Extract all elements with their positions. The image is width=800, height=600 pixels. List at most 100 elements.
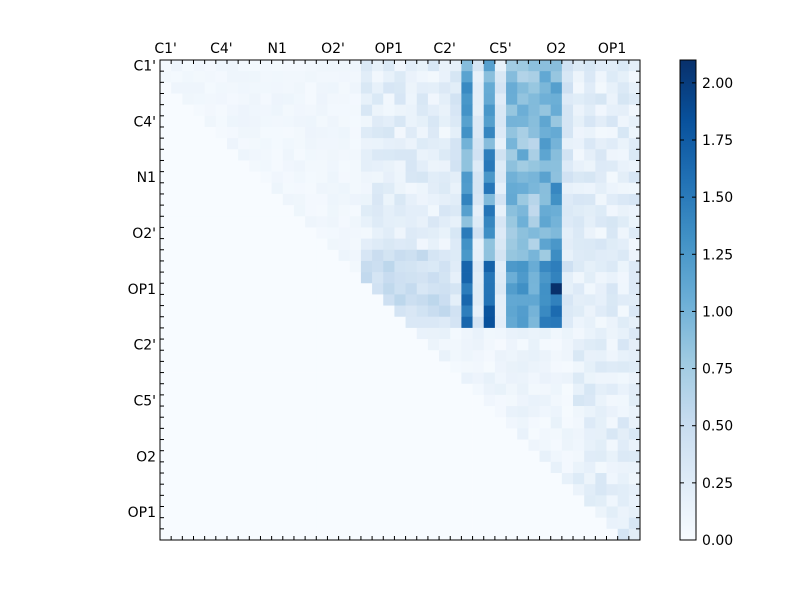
heatmap-cell <box>528 272 540 284</box>
plot-frame <box>159 59 641 541</box>
heatmap-cell <box>494 473 507 485</box>
heatmap-cell <box>472 450 485 463</box>
heatmap-cell <box>249 272 261 284</box>
heatmap-cell <box>372 361 384 373</box>
heatmap-cell <box>282 394 295 407</box>
heatmap-cell <box>539 305 552 318</box>
heatmap-cell <box>193 294 206 306</box>
heatmap-cell <box>160 372 172 385</box>
heatmap-cell <box>483 428 496 440</box>
heatmap-cell <box>226 473 239 485</box>
heatmap-cell <box>550 182 563 195</box>
heatmap-cell <box>171 216 183 228</box>
heatmap-cell <box>506 506 518 519</box>
heatmap-cell <box>628 339 641 351</box>
heatmap-cell <box>539 71 552 83</box>
heatmap-cell <box>427 171 440 184</box>
heatmap-cell <box>628 283 641 295</box>
heatmap-cell <box>416 327 429 340</box>
heatmap-cell <box>204 417 217 429</box>
heatmap-cell <box>182 193 194 206</box>
heatmap-cell <box>561 473 574 485</box>
heatmap-cell <box>528 406 540 418</box>
heatmap-cell <box>628 71 641 83</box>
heatmap-cell <box>238 82 250 94</box>
heatmap-cell <box>528 528 540 541</box>
heatmap-cell <box>171 372 183 385</box>
heatmap-cell <box>494 205 507 217</box>
heatmap-cell <box>383 216 395 228</box>
heatmap-cell <box>182 104 194 117</box>
heatmap-cell <box>595 60 607 72</box>
heatmap-cell <box>249 60 261 72</box>
heatmap-cell <box>517 272 529 284</box>
x-tick-label: O2 <box>546 41 566 57</box>
heatmap-cell <box>316 350 328 362</box>
heatmap-cell <box>461 71 473 83</box>
heatmap-cell <box>271 160 284 172</box>
heatmap-cell <box>517 171 529 184</box>
heatmap-cell <box>204 473 217 485</box>
heatmap-cell <box>316 327 328 340</box>
heatmap-cell <box>472 283 485 295</box>
heatmap-cell <box>405 372 418 385</box>
heatmap-cell <box>584 182 596 195</box>
heatmap-cell <box>606 383 619 396</box>
heatmap-cell <box>171 227 183 239</box>
heatmap-cell <box>193 350 206 362</box>
heatmap-cell <box>494 394 507 407</box>
heatmap-cell <box>606 283 619 295</box>
colorbar-tick-label: 1.00 <box>702 304 733 320</box>
heatmap-cell <box>584 327 596 340</box>
heatmap-cell <box>260 495 272 507</box>
heatmap-cell <box>160 428 172 440</box>
heatmap-cell <box>383 193 395 206</box>
heatmap-cell <box>595 394 607 407</box>
heatmap-cell <box>182 171 194 184</box>
heatmap-cell <box>439 149 451 161</box>
heatmap-cell <box>584 205 596 217</box>
heatmap-cell <box>561 93 574 106</box>
heatmap-cell <box>249 115 261 128</box>
heatmap-cell <box>215 394 228 407</box>
heatmap-cell <box>416 71 429 83</box>
heatmap-cell <box>561 71 574 83</box>
heatmap-cell <box>293 60 306 72</box>
heatmap-cell <box>226 528 239 541</box>
heatmap-cell <box>360 82 373 94</box>
heatmap-cell <box>182 305 194 318</box>
heatmap-cell <box>472 339 485 351</box>
heatmap-cell <box>271 104 284 117</box>
heatmap-cell <box>405 495 418 507</box>
heatmap-cell <box>472 506 485 519</box>
heatmap-cell <box>372 406 384 418</box>
heatmap-cell <box>182 528 194 541</box>
heatmap-cell <box>360 305 373 318</box>
heatmap-cell <box>383 361 395 373</box>
heatmap-cell <box>238 171 250 184</box>
heatmap-cell <box>506 473 518 485</box>
heatmap-cell <box>506 272 518 284</box>
heatmap-cell <box>450 82 462 94</box>
heatmap-cell <box>182 93 194 106</box>
heatmap-cell <box>327 227 339 239</box>
heatmap-cell <box>282 238 295 251</box>
heatmap-cell <box>550 82 563 94</box>
heatmap-cell <box>372 461 384 474</box>
heatmap-cell <box>349 394 362 407</box>
heatmap-cell <box>550 272 563 284</box>
heatmap-cell <box>461 461 473 474</box>
heatmap-cell <box>606 149 619 161</box>
heatmap-cell <box>472 171 485 184</box>
heatmap-cell <box>383 160 395 172</box>
heatmap-cell <box>215 205 228 217</box>
heatmap-cell <box>383 394 395 407</box>
heatmap-cell <box>450 115 462 128</box>
heatmap-cell <box>293 249 306 262</box>
heatmap-cell <box>573 115 585 128</box>
heatmap-cell <box>606 182 619 195</box>
heatmap-cell <box>360 461 373 474</box>
heatmap-cell <box>293 260 306 273</box>
heatmap-cell <box>606 160 619 172</box>
heatmap-cell <box>349 60 362 72</box>
